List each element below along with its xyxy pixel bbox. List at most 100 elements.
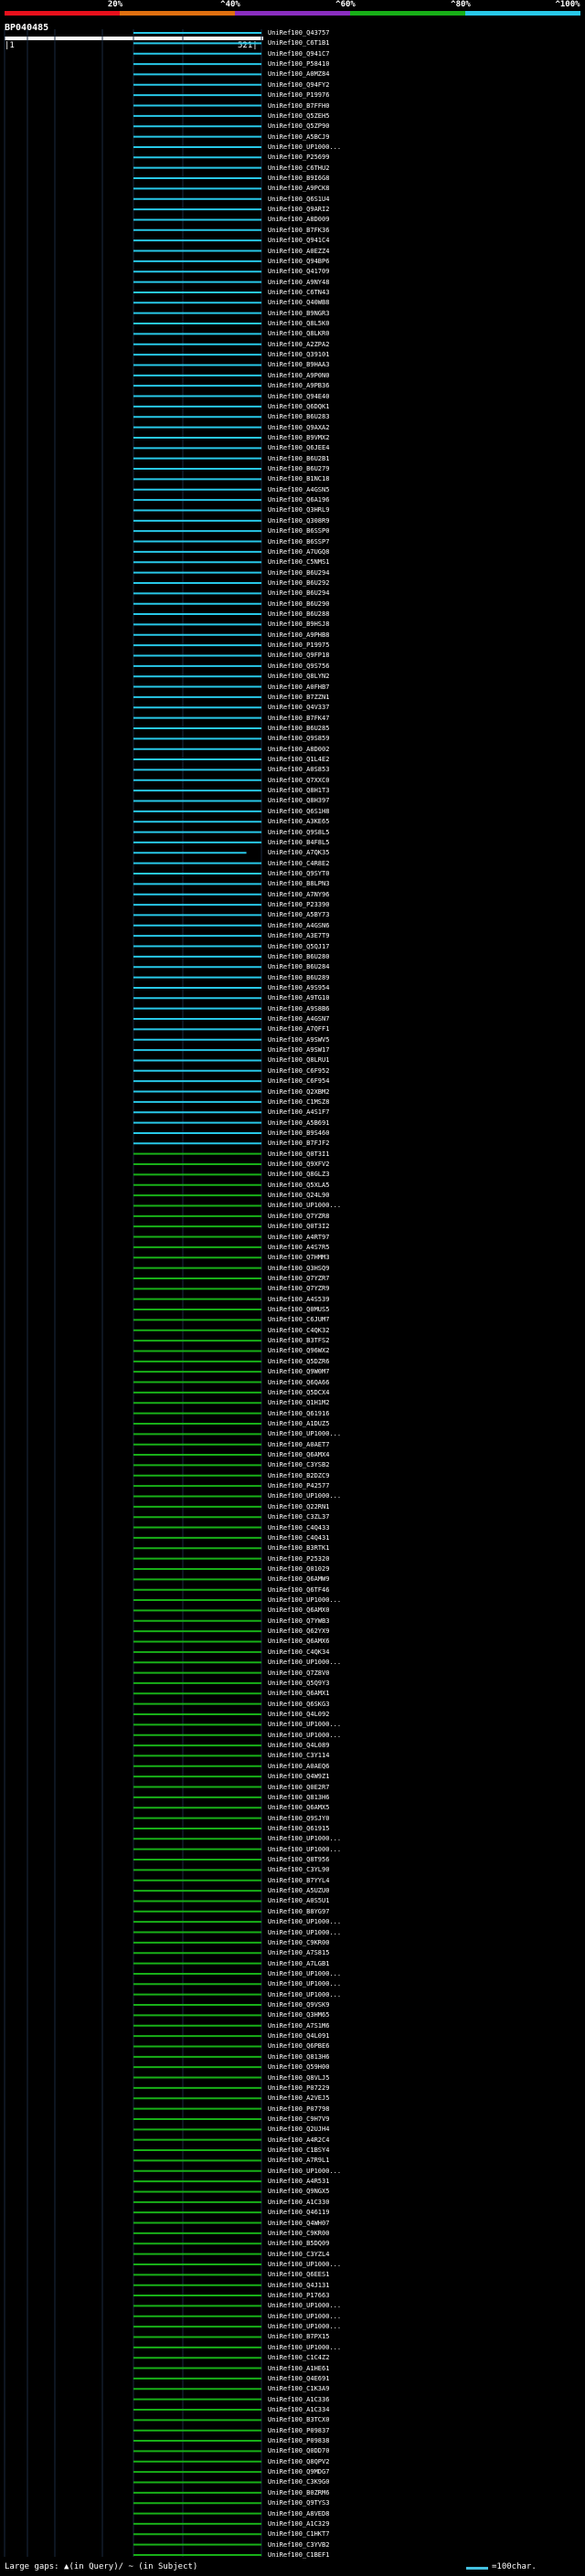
hit-label[interactable]: UniRef100_A5BY73 [268,911,330,919]
hit-label[interactable]: UniRef100_C3YVB2 [268,2540,330,2549]
hit-label[interactable]: UniRef100_A5UZU0 [268,1887,330,1895]
hit-label[interactable]: UniRef100_P19976 [268,91,330,100]
hit-label[interactable]: UniRef100_Q5DCX4 [268,1388,330,1396]
hit-label[interactable]: UniRef100_UP1000... [268,1969,342,1977]
hit-label[interactable]: UniRef100_A3E7T9 [268,932,330,940]
hit-label[interactable]: UniRef100_Q4WH07 [268,2219,330,2227]
hit-label[interactable]: UniRef100_Q9S756 [268,662,330,670]
hit-label[interactable]: UniRef100_A1C329 [268,2519,330,2528]
hit-label[interactable]: UniRef100_B3RTK1 [268,1544,330,1553]
hit-label[interactable]: UniRef100_B0ZRM6 [268,2488,330,2496]
hit-label[interactable]: UniRef100_Q1L4E2 [268,756,330,764]
hit-label[interactable]: UniRef100_UP1000... [268,1430,342,1438]
hit-label[interactable]: UniRef100_Q4E691 [268,2374,330,2382]
hit-label[interactable]: UniRef100_Q43757 [268,29,330,37]
hit-label[interactable]: UniRef100_Q3HRL9 [268,506,330,514]
hit-label[interactable]: UniRef100_Q6PBE6 [268,2042,330,2051]
hit-label[interactable]: UniRef100_Q5ZEH5 [268,111,330,120]
hit-label[interactable]: UniRef100_C3YL90 [268,1866,330,1874]
hit-label[interactable]: UniRef100_Q8LKR0 [268,330,330,338]
hit-label[interactable]: UniRef100_UP1000... [268,1659,342,1667]
hit-label[interactable]: UniRef100_B2DZC9 [268,1471,330,1479]
hit-label[interactable]: UniRef100_UP1000... [268,1918,342,1926]
hit-label[interactable]: UniRef100_A0FHB7 [268,683,330,691]
hit-label[interactable]: UniRef100_Q7YZR9 [268,1285,330,1293]
hit-label[interactable]: UniRef100_Q813H6 [268,1793,330,1801]
hit-label[interactable]: UniRef100_B7FK47 [268,714,330,722]
hit-label[interactable]: UniRef100_Q24L90 [268,1192,330,1200]
hit-label[interactable]: UniRef100_Q6AMX5 [268,1804,330,1812]
hit-label[interactable]: UniRef100_Q3HSQ9 [268,1264,330,1272]
hit-label[interactable]: UniRef100_Q2XBM2 [268,1087,330,1096]
hit-label[interactable]: UniRef100_Q61916 [268,1409,330,1417]
hit-label[interactable]: UniRef100_A9SWV5 [268,1035,330,1044]
hit-label[interactable]: UniRef100_A4S1F7 [268,1108,330,1117]
hit-label[interactable]: UniRef100_B6SSP0 [268,527,330,535]
hit-label[interactable]: UniRef100_A4S7R5 [268,1243,330,1251]
hit-label[interactable]: UniRef100_Q308R9 [268,516,330,525]
hit-label[interactable]: UniRef100_A9S8B6 [268,1004,330,1012]
hit-label[interactable]: UniRef100_A4GSN5 [268,485,330,493]
hit-label[interactable]: UniRef100_C4QK32 [268,1326,330,1334]
hit-label[interactable]: UniRef100_Q9VSK9 [268,2001,330,2009]
hit-label[interactable]: UniRef100_Q22RN1 [268,1502,330,1511]
hit-label[interactable]: UniRef100_Q0T3I1 [268,1150,330,1158]
hit-label[interactable]: UniRef100_A9SW17 [268,1046,330,1055]
hit-label[interactable]: UniRef100_A9PCK8 [268,185,330,193]
hit-label[interactable]: UniRef100_Q9MDG7 [268,2468,330,2476]
hit-label[interactable]: UniRef100_C4R8E2 [268,859,330,867]
hit-label[interactable]: UniRef100_P23390 [268,901,330,909]
hit-label[interactable]: UniRef100_B9HAA3 [268,361,330,369]
hit-label[interactable]: UniRef100_Q9XFV2 [268,1161,330,1169]
hit-label[interactable]: UniRef100_B9NGR3 [268,309,330,317]
hit-label[interactable]: UniRef100_Q9S8L5 [268,828,330,836]
hit-label[interactable]: UniRef100_C3Y114 [268,1752,330,1760]
hit-label[interactable]: UniRef100_Q8GLZ3 [268,1171,330,1179]
hit-label[interactable]: UniRef100_B9HSJ8 [268,620,330,629]
hit-label[interactable]: UniRef100_P09838 [268,2437,330,2445]
hit-label[interactable]: UniRef100_UP1000... [268,2323,342,2331]
hit-label[interactable]: UniRef100_A1HE61 [268,2364,330,2372]
hit-label[interactable]: UniRef100_Q4L092 [268,1711,330,1718]
hit-label[interactable]: UniRef100_Q5XLA5 [268,1181,330,1189]
hit-label[interactable]: UniRef100_A0EZZ4 [268,247,330,255]
hit-label[interactable]: UniRef100_C4Q431 [268,1533,330,1542]
hit-label[interactable]: UniRef100_Q0MUS5 [268,1306,330,1314]
hit-label[interactable]: UniRef100_UP1000... [268,143,342,151]
hit-label[interactable]: UniRef100_A4GSN7 [268,1015,330,1023]
hit-label[interactable]: UniRef100_Q7Z8V0 [268,1669,330,1677]
hit-label[interactable]: UniRef100_C6TN43 [268,288,330,296]
hit-label[interactable]: UniRef100_B6U279 [268,465,330,473]
hit-label[interactable]: UniRef100_Q9AXA2 [268,423,330,431]
hit-label[interactable]: UniRef100_B5DQ09 [268,2240,330,2248]
hit-label[interactable]: UniRef100_P58410 [268,60,330,69]
hit-label[interactable]: UniRef100_A7S1M6 [268,2021,330,2030]
hit-label[interactable]: UniRef100_A0MZ84 [268,70,330,79]
hit-label[interactable]: UniRef100_Q0T3I2 [268,1223,330,1231]
hit-label[interactable]: UniRef100_B4F8L5 [268,838,330,846]
hit-label[interactable]: UniRef100_UP1000... [268,1596,342,1605]
hit-label[interactable]: UniRef100_Q6A196 [268,496,330,504]
hit-label[interactable]: UniRef100_C6F954 [268,1077,330,1086]
hit-label[interactable]: UniRef100_UP1000... [268,1492,342,1500]
hit-label[interactable]: UniRef100_Q8LYN2 [268,673,330,681]
hit-label[interactable]: UniRef100_B6U280 [268,952,330,960]
hit-label[interactable]: UniRef100_B9S460 [268,1129,330,1137]
hit-label[interactable]: UniRef100_Q7YWB3 [268,1617,330,1625]
hit-label[interactable]: UniRef100_B6U292 [268,578,330,587]
hit-label[interactable]: UniRef100_C9KR00 [268,1938,330,1946]
hit-label[interactable]: UniRef100_P25320 [268,1554,330,1563]
hit-label[interactable]: UniRef100_Q6AMX0 [268,1606,330,1615]
hit-label[interactable]: UniRef100_Q6AMW9 [268,1575,330,1584]
hit-label[interactable]: UniRef100_A7S815 [268,1949,330,1957]
hit-label[interactable]: UniRef100_B3TFS2 [268,1337,330,1345]
hit-label[interactable]: UniRef100_UP1000... [268,1990,342,1998]
hit-label[interactable]: UniRef100_B9VMX2 [268,433,330,441]
hit-label[interactable]: UniRef100_P42577 [268,1482,330,1490]
hit-label[interactable]: UniRef100_A0AEQ6 [268,1762,330,1770]
hit-label[interactable]: UniRef100_C4QK34 [268,1648,330,1656]
hit-label[interactable]: UniRef100_Q40WB8 [268,299,330,307]
hit-label[interactable]: UniRef100_A7NY96 [268,890,330,898]
hit-label[interactable]: UniRef100_Q96WX2 [268,1347,330,1355]
hit-label[interactable]: UniRef100_Q01029 [268,1564,330,1573]
